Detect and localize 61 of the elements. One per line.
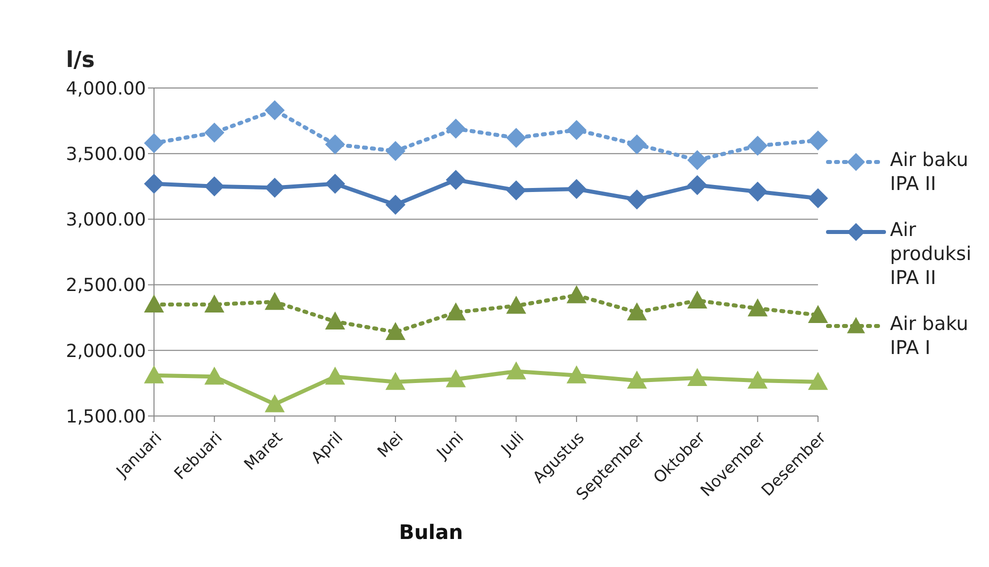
point [566, 179, 587, 200]
point [144, 174, 164, 194]
point [264, 178, 285, 198]
point [446, 369, 466, 388]
point [506, 128, 526, 148]
point [626, 370, 647, 389]
point [687, 290, 708, 309]
point [748, 370, 768, 389]
y-tick-label: 2,500.00 [66, 275, 146, 296]
point [506, 361, 526, 380]
y-tick-label: 2,000.00 [66, 340, 146, 362]
point [264, 394, 285, 412]
point [144, 133, 164, 154]
point [687, 175, 708, 196]
point [748, 136, 768, 156]
y-tick-label: 4,000.00 [66, 78, 146, 100]
point [566, 365, 587, 384]
y-tick-label: 3,000.00 [66, 210, 146, 231]
x-tick-label: Juli [496, 428, 528, 459]
y-tick-label: 1,500.00 [66, 406, 146, 428]
legend-label: Air produksi IPA II [890, 218, 972, 290]
point [626, 302, 647, 320]
point [748, 182, 768, 202]
point [204, 122, 224, 143]
point [446, 302, 466, 320]
point [808, 372, 828, 390]
point [144, 365, 164, 384]
point [385, 140, 406, 161]
point [264, 292, 285, 310]
x-axis-title: Bulan [398, 520, 464, 544]
point [385, 322, 406, 340]
point [808, 304, 828, 323]
x-tick-label: Mei [373, 428, 407, 462]
point [506, 180, 526, 200]
point [385, 194, 406, 215]
legend-label: Air baku IPA I [890, 312, 970, 360]
point [566, 120, 587, 140]
point [264, 100, 285, 120]
point [204, 294, 224, 312]
y-tick-label: 3,500.00 [66, 144, 146, 165]
point [325, 174, 346, 194]
y-axis-title: l/s [66, 48, 95, 73]
point [325, 366, 346, 385]
point [687, 150, 708, 170]
point [808, 188, 828, 208]
point [808, 130, 828, 150]
point [144, 294, 164, 312]
point [204, 176, 224, 196]
point [446, 170, 466, 190]
point [385, 372, 406, 390]
point [748, 298, 768, 316]
legend-label: Air baku IPA II [890, 148, 970, 196]
point [506, 296, 526, 314]
point [687, 368, 708, 386]
point [204, 366, 224, 385]
point [325, 312, 346, 330]
point [446, 118, 466, 139]
point [626, 134, 647, 154]
point [325, 134, 346, 154]
point [566, 285, 587, 304]
point [626, 190, 647, 210]
